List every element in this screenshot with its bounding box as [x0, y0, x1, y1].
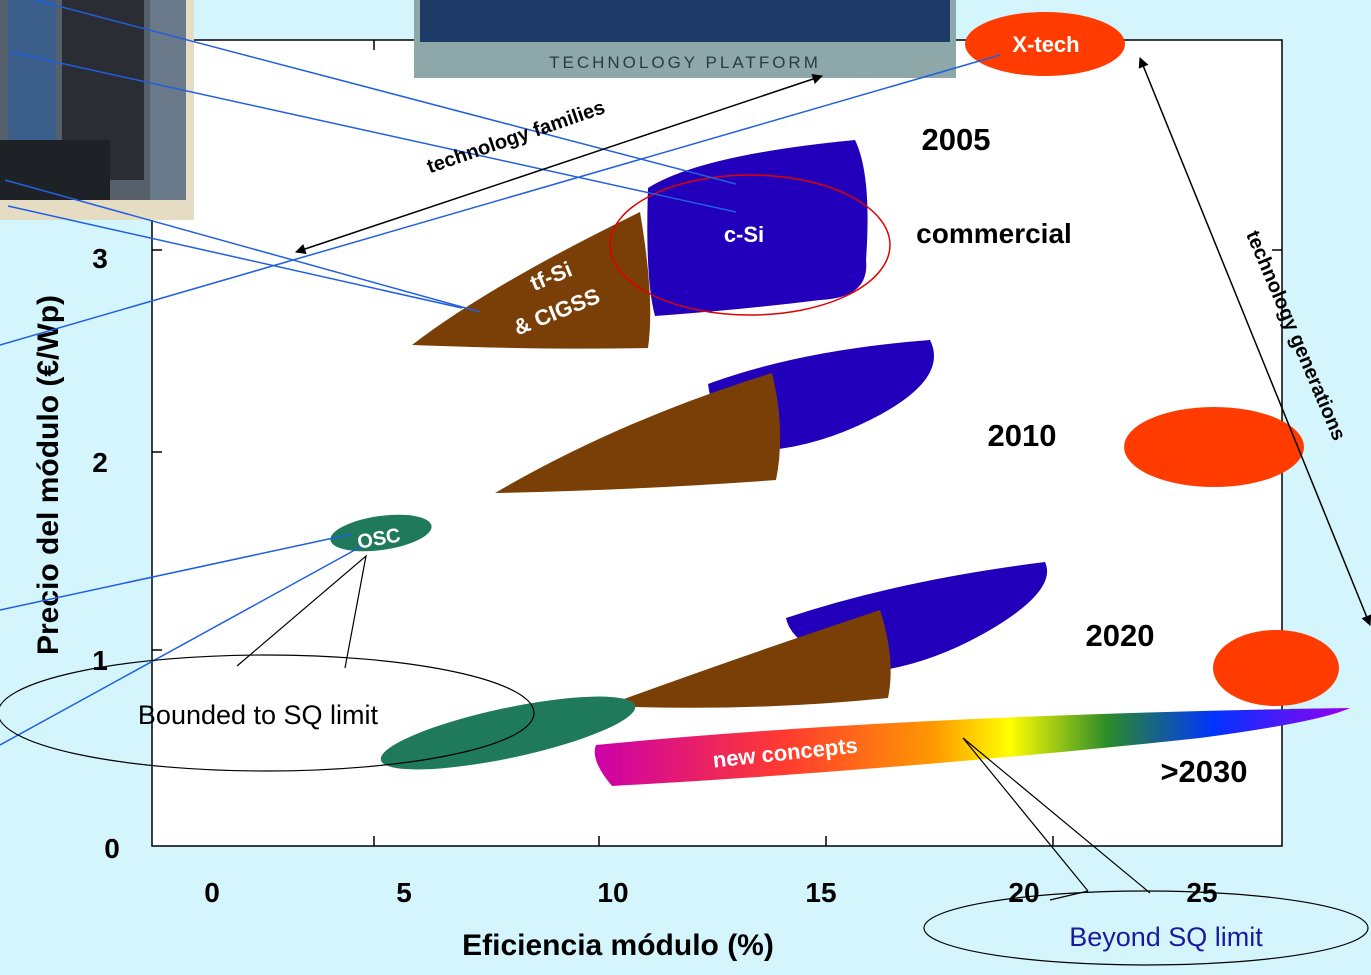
y-axis-title: Precio del módulo (€/Wp): [32, 295, 65, 655]
solar-panel-photo: [0, 0, 194, 220]
year-2005: 2005: [922, 122, 991, 157]
label-commercial: commercial: [916, 218, 1072, 249]
families-arrow: [295, 74, 823, 254]
y-tick-labels: 0 1 2 3: [92, 243, 120, 864]
year-2030: >2030: [1160, 754, 1247, 789]
region-xtech-2010: [1124, 407, 1304, 487]
label-beyond-sq: Beyond SQ limit: [1069, 922, 1263, 952]
callout-bounded: [0, 554, 535, 772]
x-tick-label: 0: [204, 877, 220, 908]
generations-arrow: [1138, 57, 1371, 626]
region-osc: [330, 514, 432, 552]
region-tfsi-2020: [605, 610, 891, 708]
region-tfsi-2010: [495, 373, 781, 493]
label-bounded-sq: Bounded to SQ limit: [138, 700, 379, 730]
x-tick-label: 20: [1008, 877, 1039, 908]
label-csi: c-Si: [724, 222, 764, 247]
label-xtech: X-tech: [1012, 32, 1079, 57]
region-xtech-2020: [1213, 630, 1339, 706]
region-osc-2020: [380, 696, 636, 770]
region-xtech-2005: [965, 12, 1125, 76]
region-new-concepts: [594, 708, 1350, 786]
callout-beyond: [923, 737, 1369, 966]
technology-platform-logo: TECHNOLOGY PLATFORM: [414, 0, 956, 78]
x-tick-label: 5: [396, 877, 412, 908]
x-tick-label: 10: [597, 877, 628, 908]
year-2010: 2010: [988, 418, 1057, 453]
x-tick-label: 15: [805, 877, 836, 908]
y-tick-label: 0: [104, 833, 120, 864]
y-tick-label: 2: [92, 447, 108, 478]
x-axis-ticks: [373, 40, 1054, 846]
y-tick-label: 3: [92, 243, 108, 274]
logo-subtitle: TECHNOLOGY PLATFORM: [549, 53, 821, 72]
x-tick-labels: 0 5 10 15 20 25: [204, 877, 1217, 908]
x-axis-title: Eficiencia módulo (%): [462, 929, 774, 962]
year-2020: 2020: [1086, 618, 1155, 653]
y-tick-label: 1: [92, 645, 108, 676]
